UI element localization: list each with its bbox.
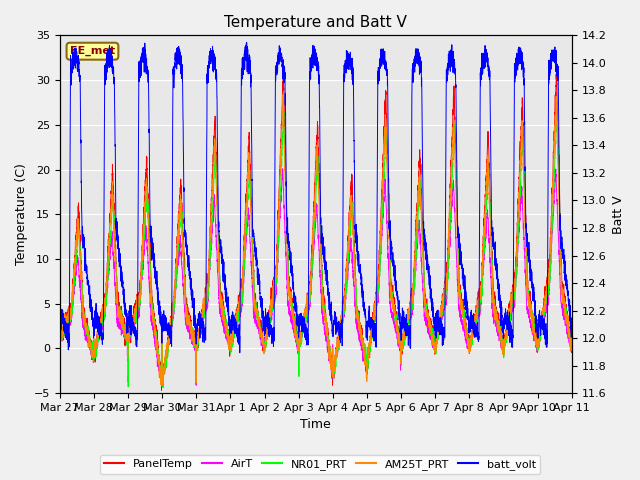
AM25T_PRT [279,92,287,97]
AM25T_PRT [460,311,467,316]
NR01_PRT [553,102,561,108]
Y-axis label: Temperature (C): Temperature (C) [15,163,28,265]
NR01_PRT [568,339,576,345]
AirT [402,330,410,336]
PanelTemp [157,387,165,393]
batt_volt [402,333,410,338]
AirT [431,343,438,348]
PanelTemp [148,287,156,293]
NR01_PRT [402,320,410,326]
NR01_PRT [56,351,63,357]
NR01_PRT [568,338,575,344]
Title: Temperature and Batt V: Temperature and Batt V [224,15,407,30]
AM25T_PRT [297,337,305,343]
AirT [568,343,576,348]
AM25T_PRT [56,340,63,346]
batt_volt [568,315,575,321]
AirT [56,329,63,335]
batt_volt [236,350,244,356]
PanelTemp [568,342,576,348]
PanelTemp [402,320,410,326]
AirT [279,166,287,172]
NR01_PRT [460,310,467,315]
PanelTemp [296,340,304,346]
Y-axis label: Batt V: Batt V [612,195,625,234]
batt_volt [297,317,305,323]
Legend: PanelTemp, AirT, NR01_PRT, AM25T_PRT, batt_volt: PanelTemp, AirT, NR01_PRT, AM25T_PRT, ba… [100,455,540,474]
Text: EE_met: EE_met [70,46,115,56]
batt_volt [568,324,576,330]
Line: AirT: AirT [60,169,572,385]
batt_volt [460,275,467,281]
NR01_PRT [159,384,167,390]
batt_volt [56,330,63,336]
AirT [148,320,156,326]
NR01_PRT [148,292,156,298]
PanelTemp [568,346,575,352]
NR01_PRT [296,330,304,336]
batt_volt [243,39,250,45]
AirT [568,345,575,351]
PanelTemp [553,67,561,73]
AM25T_PRT [402,324,410,329]
AM25T_PRT [148,300,156,306]
AirT [192,383,200,388]
PanelTemp [431,340,438,346]
Line: batt_volt: batt_volt [60,42,572,353]
AirT [297,340,305,346]
AM25T_PRT [158,383,166,389]
NR01_PRT [431,344,438,349]
PanelTemp [56,335,63,340]
Line: PanelTemp: PanelTemp [60,70,572,390]
Line: NR01_PRT: NR01_PRT [60,105,572,387]
AirT [460,324,467,330]
X-axis label: Time: Time [300,419,331,432]
AM25T_PRT [568,343,576,348]
AM25T_PRT [431,340,438,346]
AM25T_PRT [568,346,575,351]
PanelTemp [460,309,467,315]
batt_volt [431,314,438,320]
Line: AM25T_PRT: AM25T_PRT [60,95,572,386]
batt_volt [148,241,156,247]
